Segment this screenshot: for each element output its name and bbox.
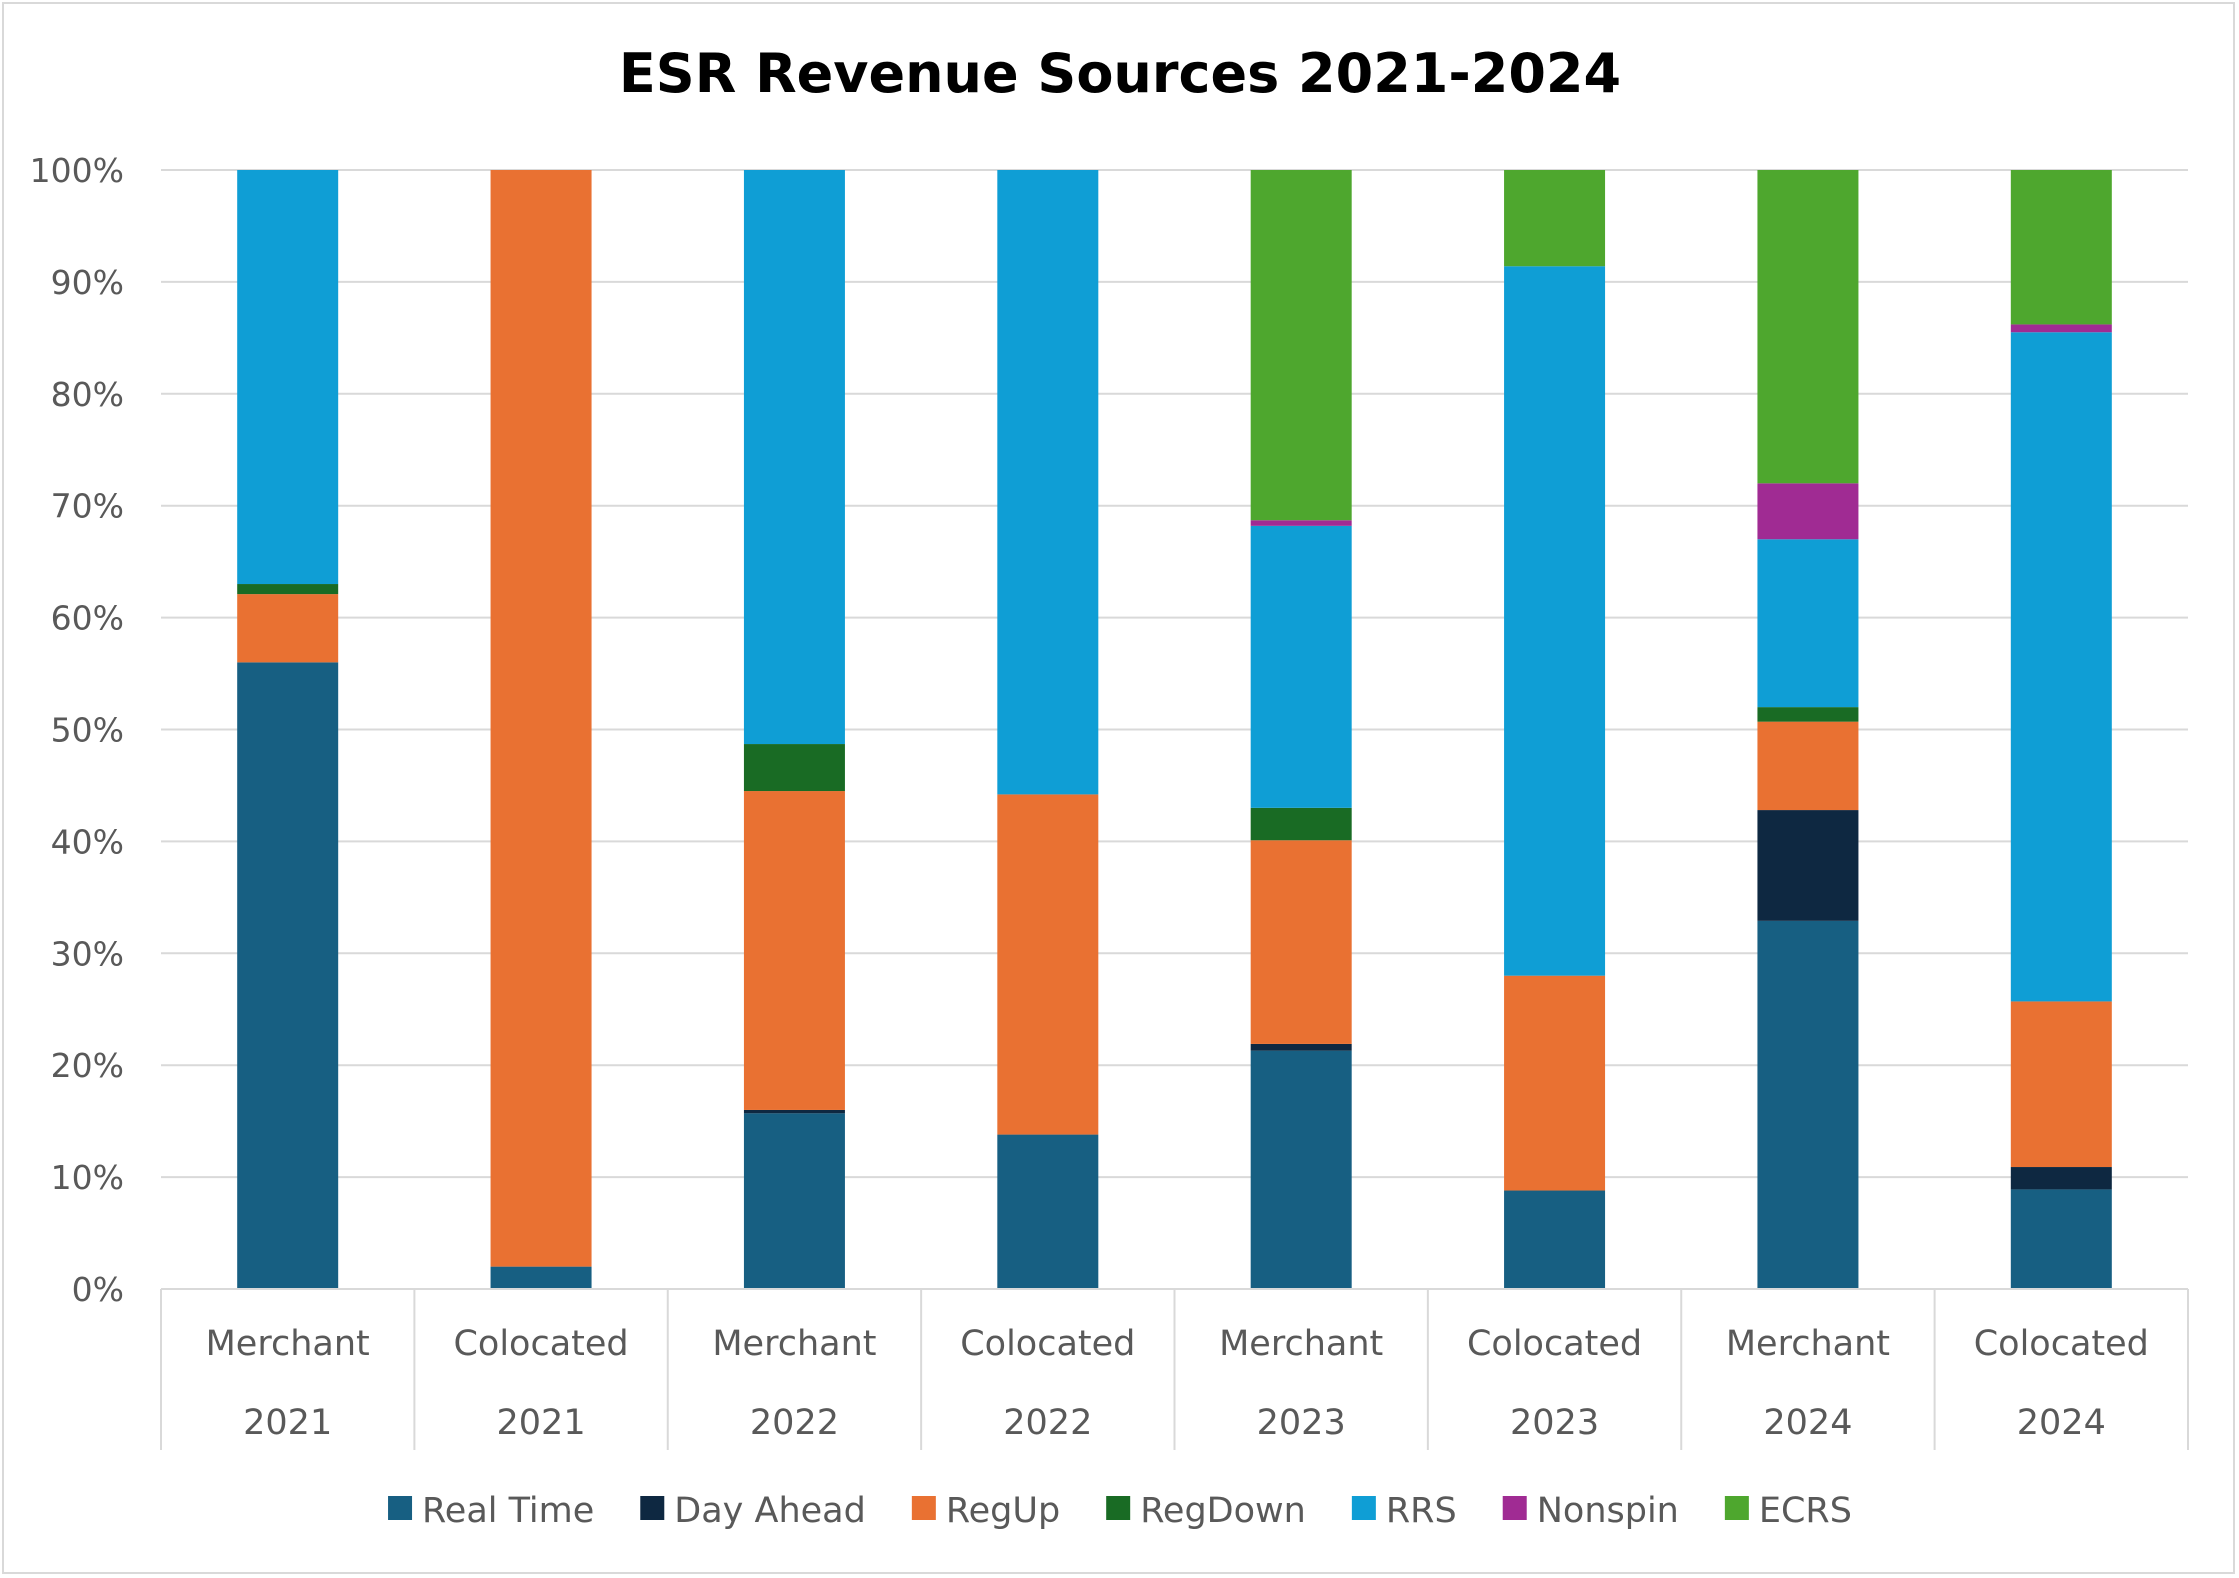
bar-segment [1250,520,1352,526]
bar-segment [1250,807,1352,841]
bars [237,170,2112,1289]
y-tick-label: 70% [51,487,124,526]
bar-segment [743,791,845,1110]
bar-segment [2010,1167,2112,1190]
bar-segment [1504,266,1606,976]
x-category-label: Merchant [1219,1324,1383,1364]
legend-swatch [1351,1496,1376,1520]
legend-label: RRS [1386,1491,1457,1531]
bar-segment [743,744,845,792]
y-tick-label: 50% [51,711,124,750]
x-year-label: 2022 [1003,1403,1092,1443]
legend-swatch [388,1496,413,1520]
legend-label: RegUp [946,1491,1060,1531]
x-category-label: Merchant [1726,1324,1890,1364]
bar-segment [2010,170,2112,325]
legend-label: RegDown [1140,1491,1306,1531]
bar-segment [2010,1189,2112,1289]
y-tick-label: 90% [51,263,124,302]
y-tick-label: 0% [72,1270,124,1309]
x-category-label: Merchant [712,1324,876,1364]
bar-segment [237,662,339,1289]
bar-segment [237,584,339,595]
x-year-label: 2021 [243,1403,332,1443]
bar-segment [997,794,1099,1135]
y-axis-ticks: 0% 10% 20% 30% 40% 50% 60% 70% 80% 90% 100% [30,151,124,1309]
bar-segment [1757,920,1859,1289]
x-year-label: 2021 [497,1403,586,1443]
y-tick-label: 100% [30,151,124,190]
bar-segment [1757,810,1859,921]
gridlines [161,169,2188,1179]
bar-segment [1757,170,1859,484]
bar-segment [1504,975,1606,1191]
y-tick-label: 10% [51,1158,124,1197]
bar-segment [1757,539,1859,708]
bar-segment [1250,525,1352,808]
x-category-label: Colocated [453,1324,628,1364]
bar-segment [490,1266,592,1289]
y-tick-label: 30% [51,934,124,973]
bar-segment [1250,1043,1352,1051]
x-year-label: 2024 [1763,1403,1852,1443]
legend-swatch [911,1496,936,1520]
bar-segment [997,170,1099,795]
legend-label: Nonspin [1537,1491,1679,1531]
x-category-label: Colocated [960,1324,1135,1364]
chart-title: ESR Revenue Sources 2021-2024 [619,42,1621,105]
y-tick-label: 60% [51,599,124,638]
legend-label: Day Ahead [674,1491,866,1531]
y-tick-label: 20% [51,1046,124,1085]
bar-segment [743,1113,845,1289]
bar-segment [2010,324,2112,333]
x-category-label: Colocated [1467,1324,1642,1364]
x-year-label: 2023 [1510,1403,1599,1443]
legend-label: Real Time [422,1491,594,1531]
y-tick-label: 40% [51,822,124,861]
bar-segment [1504,1190,1606,1289]
bar-segment [1250,840,1352,1044]
legend-swatch [640,1496,665,1520]
bar-segment [2010,332,2112,1002]
legend-label: ECRS [1759,1491,1852,1531]
bar-segment [237,594,339,663]
bar-segment [997,1134,1099,1289]
bar-segment [490,170,592,1267]
bar-segment [1757,483,1859,540]
bar-segment [1504,170,1606,267]
bar-segment [2010,1001,2112,1168]
x-year-label: 2024 [2017,1403,2106,1443]
bar-segment [1250,170,1352,521]
x-category-label: Merchant [206,1324,370,1364]
bar-segment [743,170,845,745]
bar-segment [1757,721,1859,811]
y-tick-label: 80% [51,375,124,414]
x-year-label: 2022 [750,1403,839,1443]
legend-swatch [1724,1496,1749,1520]
bar-segment [237,170,339,585]
x-year-label: 2023 [1257,1403,1346,1443]
bar-segment [743,1109,845,1114]
bar-segment [1250,1050,1352,1289]
bar-segment [1757,707,1859,722]
x-axis: Merchant 2021 Colocated 2021 Merchant 2022 Col… [160,1288,2189,1450]
x-category-label: Colocated [1974,1324,2149,1364]
legend-swatch [1502,1496,1527,1520]
legend-swatch [1106,1496,1131,1520]
legend: Real Time Day Ahead RegUp RegDown RRS Nonspin… [388,1491,1852,1531]
